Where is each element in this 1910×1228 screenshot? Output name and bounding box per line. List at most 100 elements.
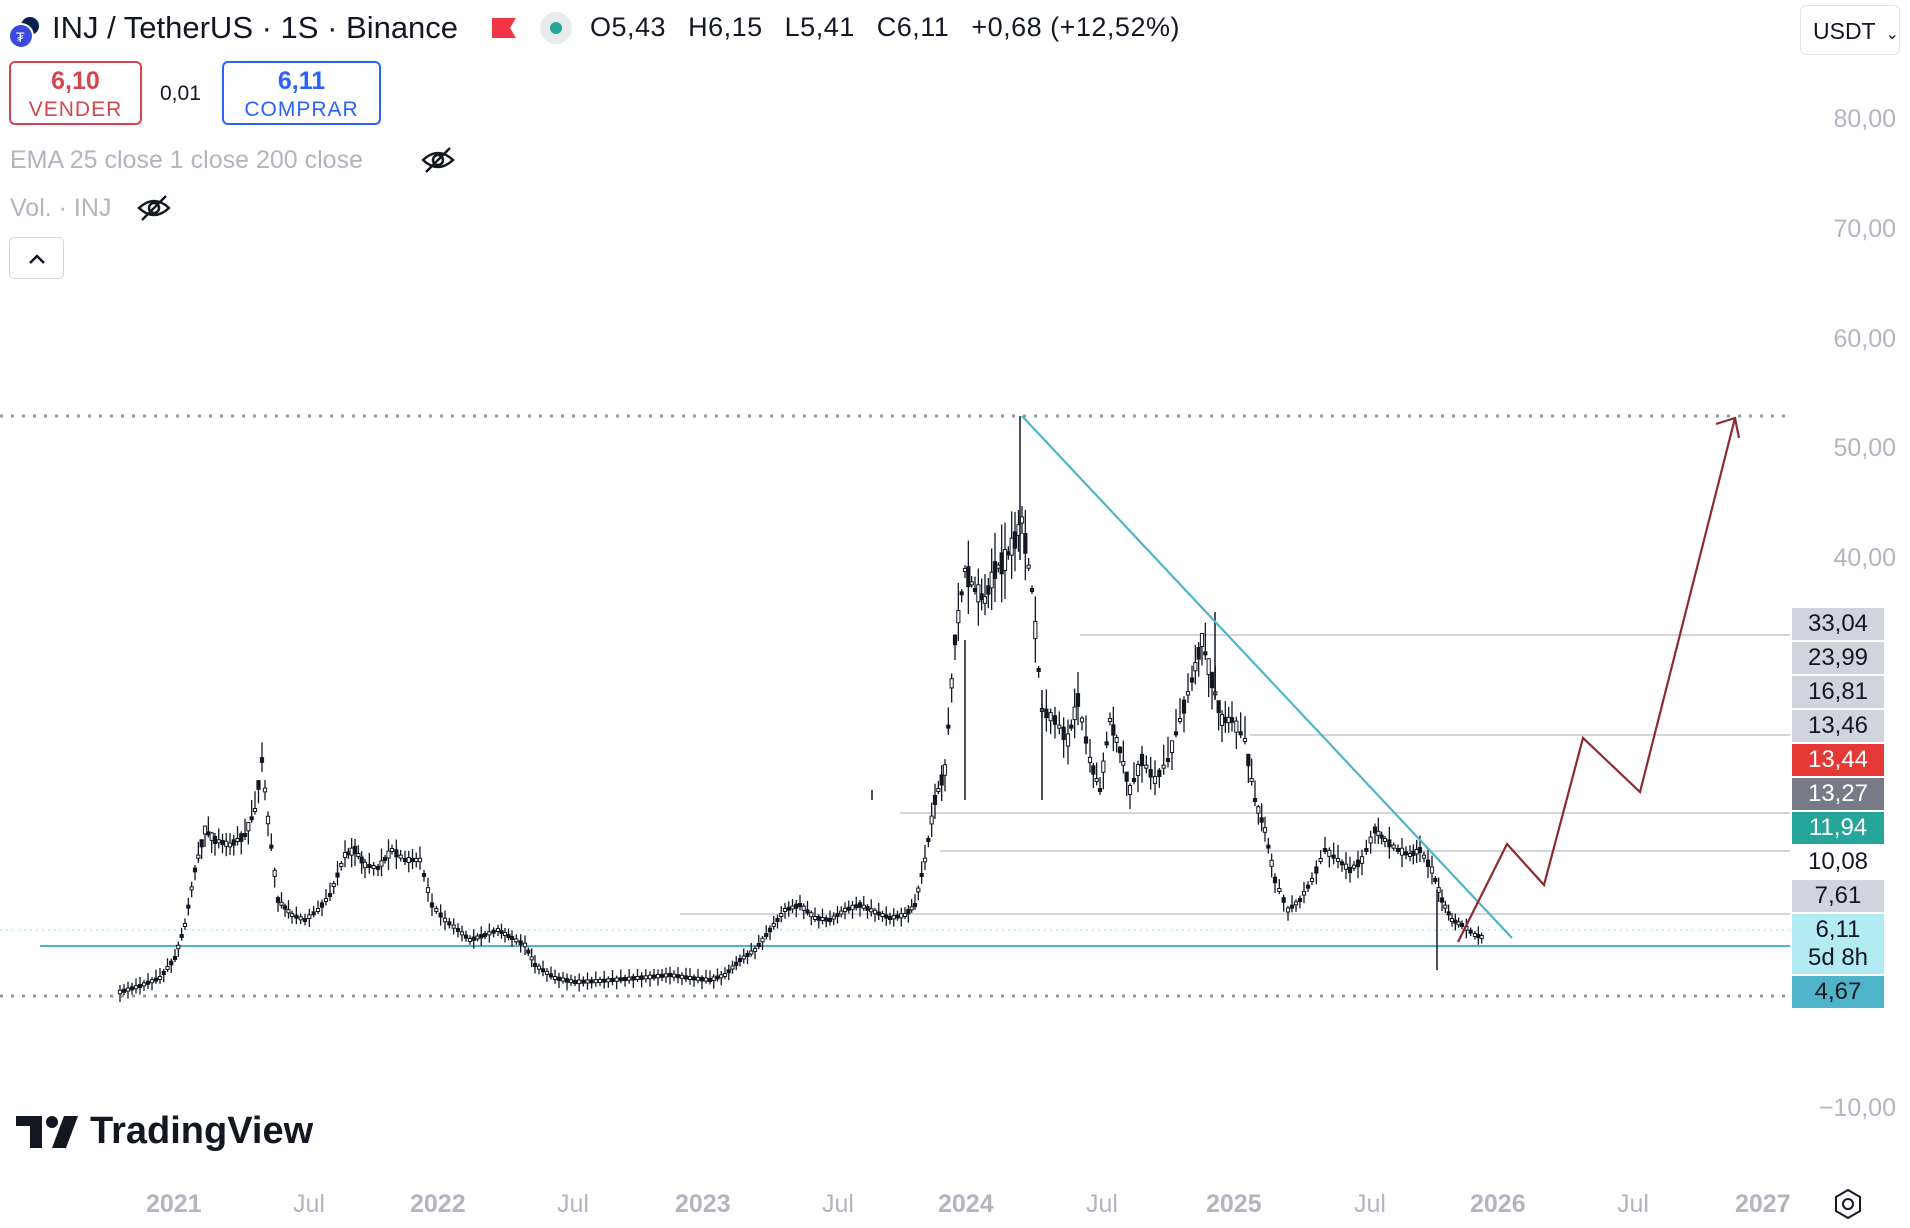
candle-body bbox=[643, 975, 648, 980]
candle-body bbox=[824, 917, 829, 922]
settings-icon[interactable] bbox=[1832, 1188, 1864, 1220]
candle-body bbox=[1026, 564, 1031, 569]
candle-body bbox=[169, 960, 174, 966]
eye-hidden-icon[interactable] bbox=[136, 194, 172, 222]
candle-body bbox=[850, 904, 855, 911]
candle-body bbox=[475, 935, 480, 940]
flag-icon[interactable] bbox=[490, 16, 518, 40]
candle-body bbox=[398, 854, 403, 859]
candle-body bbox=[1376, 830, 1381, 836]
candle-body bbox=[1094, 778, 1099, 782]
candle-body bbox=[999, 552, 1004, 575]
candle-body bbox=[231, 839, 236, 846]
candle-body bbox=[256, 780, 261, 790]
candle-body bbox=[936, 788, 941, 792]
candle-body bbox=[602, 978, 607, 983]
candle-body bbox=[1293, 901, 1299, 906]
candle-body bbox=[239, 833, 244, 842]
candle-body bbox=[966, 566, 971, 588]
candle-body bbox=[639, 975, 644, 980]
candle-body bbox=[1277, 888, 1282, 892]
tradingview-logo-icon bbox=[16, 1116, 78, 1148]
candle-body bbox=[801, 905, 806, 911]
candle-body bbox=[895, 914, 900, 919]
candle-body bbox=[745, 952, 750, 958]
candle-body bbox=[189, 886, 194, 891]
candle-body bbox=[932, 795, 938, 805]
candle-body bbox=[891, 915, 896, 920]
candle-body bbox=[1012, 531, 1018, 549]
candle-body bbox=[946, 724, 951, 729]
buy-button[interactable]: 6,11 COMPRAR bbox=[222, 61, 381, 125]
collapse-legend-button[interactable] bbox=[9, 237, 64, 279]
candle-body bbox=[447, 921, 452, 926]
candle-body bbox=[797, 903, 803, 907]
symbol-title[interactable]: INJ / TetherUS · 1S · Binance bbox=[52, 10, 459, 45]
candle-body bbox=[282, 905, 288, 910]
market-status-icon[interactable] bbox=[540, 12, 572, 44]
candle-body bbox=[1189, 677, 1195, 683]
candle-body bbox=[356, 853, 361, 857]
candle-body bbox=[564, 978, 570, 983]
price-tag: 13,27 bbox=[1792, 778, 1884, 810]
candle-body bbox=[227, 842, 233, 848]
y-axis-label: 60,00 bbox=[1833, 325, 1896, 353]
candle-body bbox=[117, 989, 123, 995]
candle-body bbox=[663, 973, 669, 978]
candle-body bbox=[471, 936, 476, 942]
price-tag: 6,11 bbox=[1792, 914, 1884, 946]
candle-body bbox=[367, 864, 372, 868]
candle-body bbox=[942, 764, 948, 776]
candle-body bbox=[872, 909, 878, 915]
buy-label: COMPRAR bbox=[244, 98, 359, 121]
candle-body bbox=[1226, 716, 1231, 724]
candle-body bbox=[252, 808, 258, 812]
candle-body bbox=[526, 949, 531, 954]
ohlc-change: +0,68 (+12,52%) bbox=[971, 12, 1180, 42]
candle-body bbox=[1417, 847, 1423, 853]
candle-body bbox=[764, 933, 769, 937]
candle-body bbox=[816, 916, 821, 921]
candle-body bbox=[479, 934, 484, 939]
candle-body bbox=[1379, 834, 1384, 839]
candle-body bbox=[249, 816, 254, 821]
candle-body bbox=[1169, 740, 1175, 753]
eye-hidden-icon[interactable] bbox=[420, 146, 456, 174]
candle-body bbox=[779, 913, 784, 917]
candle-body bbox=[522, 942, 528, 948]
candle-body bbox=[359, 856, 364, 864]
candle-body bbox=[719, 974, 724, 979]
candle-body bbox=[246, 822, 251, 832]
candle-body bbox=[502, 932, 508, 936]
candle-body bbox=[986, 585, 991, 595]
candle-body bbox=[1281, 897, 1286, 903]
tradingview-logo[interactable]: TradingView bbox=[14, 1108, 334, 1163]
candle-body bbox=[1124, 771, 1129, 782]
chevron-down-icon: ⌄ bbox=[1885, 26, 1899, 43]
candle-body bbox=[969, 581, 974, 586]
candle-body bbox=[1269, 859, 1274, 867]
candle-body bbox=[548, 973, 554, 978]
volume-indicator-label[interactable]: Vol. · INJ bbox=[10, 194, 112, 222]
candle-body bbox=[1364, 848, 1369, 852]
candle-body bbox=[675, 974, 681, 979]
candle-body bbox=[695, 976, 701, 981]
candle-body bbox=[192, 867, 198, 873]
candle-body bbox=[919, 873, 924, 877]
currency-selector[interactable]: USDT ⌄ bbox=[1800, 5, 1900, 55]
candle-body bbox=[434, 908, 439, 912]
candle-body bbox=[820, 917, 825, 921]
sell-button[interactable]: 6,10 VENDER bbox=[9, 61, 142, 125]
candle-body bbox=[331, 882, 336, 888]
candle-body bbox=[854, 904, 859, 909]
candle-body bbox=[1301, 891, 1307, 896]
candle-body bbox=[622, 977, 628, 981]
candle-body bbox=[1272, 876, 1278, 884]
candle-body bbox=[1079, 717, 1085, 723]
candle-body bbox=[610, 978, 615, 982]
ema-indicator-label[interactable]: EMA 25 close 1 close 200 close bbox=[10, 146, 363, 174]
candle-body bbox=[1131, 778, 1137, 782]
candle-body bbox=[1391, 844, 1396, 849]
candle-body bbox=[1114, 736, 1119, 744]
